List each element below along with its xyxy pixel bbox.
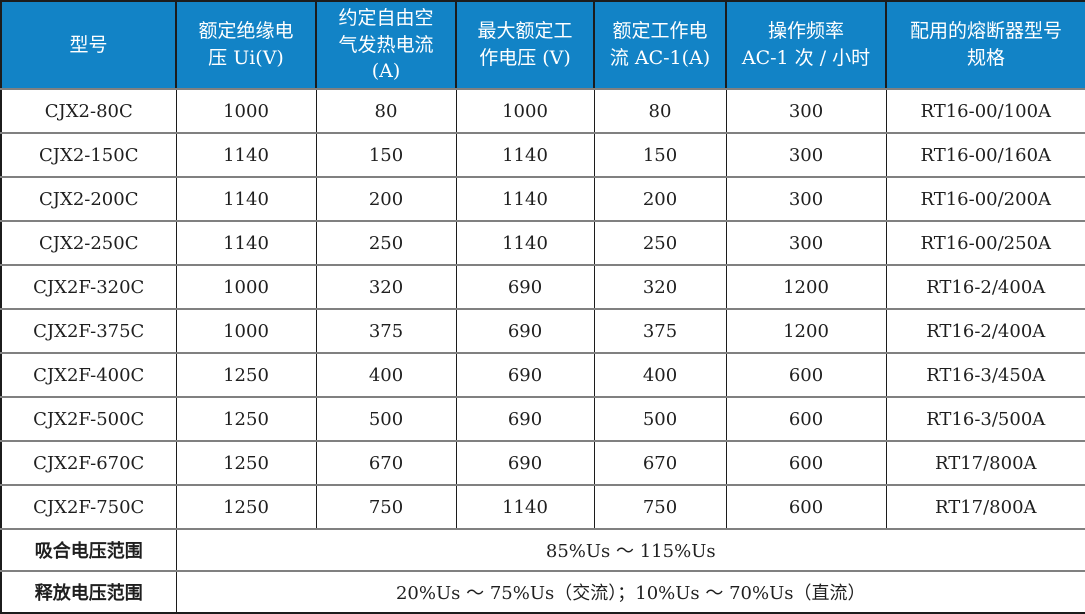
column-header-7: 配用的熔断器型号 规格: [885, 1, 1085, 90]
value-cell: 300: [725, 220, 886, 265]
table-footer: 吸合电压范围 85%Us ～ 115%Us 释放电压范围 20%Us ～ 75%Us（…: [1, 528, 1085, 613]
table-header: 型号 额定绝缘电 压 Ui(V) 约定自由空 气发热电流 (A) 最大额定工 作电压 …: [1, 1, 1085, 90]
footer-label: 吸合电压范围: [1, 528, 176, 571]
value-cell: RT16-00/200A: [885, 176, 1085, 221]
value-cell: 150: [593, 132, 726, 177]
model-cell: CJX2F-400C: [1, 352, 176, 397]
value-cell: 1250: [175, 396, 316, 441]
table-body: CJX2-80C 1000 80 1000 80 300 RT16-00/100A CJX2-…: [1, 88, 1085, 529]
table-row: CJX2-80C 1000 80 1000 80 300 RT16-00/100A: [1, 88, 1085, 133]
value-cell: 1140: [455, 132, 594, 177]
value-cell: 670: [593, 440, 726, 485]
table-row: CJX2F-375C 1000 375 690 375 1200 RT16-2/400A: [1, 308, 1085, 353]
footer-label: 释放电压范围: [1, 570, 176, 613]
value-cell: 1140: [455, 220, 594, 265]
value-cell: 1140: [455, 484, 594, 529]
table-row: CJX2F-320C 1000 320 690 320 1200 RT16-2/400A: [1, 264, 1085, 309]
footer-row: 吸合电压范围 85%Us ～ 115%Us: [1, 528, 1085, 571]
value-cell: 150: [315, 132, 456, 177]
table-row: CJX2F-670C 1250 670 690 670 600 RT17/800A: [1, 440, 1085, 485]
model-cell: CJX2-150C: [1, 132, 176, 177]
value-cell: 1000: [175, 88, 316, 133]
column-header-2: 额定绝缘电 压 Ui(V): [175, 1, 316, 90]
model-cell: CJX2F-750C: [1, 484, 176, 529]
value-cell: 1200: [725, 264, 886, 309]
column-header-3: 约定自由空 气发热电流 (A): [315, 1, 456, 90]
footer-value: 20%Us ～ 75%Us（交流）；10%Us ～ 70%Us（直流）: [175, 570, 1085, 613]
value-cell: 690: [455, 440, 594, 485]
value-cell: 80: [593, 88, 726, 133]
value-cell: 320: [315, 264, 456, 309]
value-cell: 250: [593, 220, 726, 265]
value-cell: RT16-00/160A: [885, 132, 1085, 177]
footer-value: 85%Us ～ 115%Us: [175, 528, 1085, 571]
table-row: CJX2F-400C 1250 400 690 400 600 RT16-3/450A: [1, 352, 1085, 397]
table-row: CJX2-200C 1140 200 1140 200 300 RT16-00/200A: [1, 176, 1085, 221]
value-cell: 1140: [455, 176, 594, 221]
value-cell: 690: [455, 308, 594, 353]
table-row: CJX2F-500C 1250 500 690 500 600 RT16-3/500A: [1, 396, 1085, 441]
model-cell: CJX2-80C: [1, 88, 176, 133]
value-cell: 750: [593, 484, 726, 529]
value-cell: 1250: [175, 484, 316, 529]
value-cell: 1140: [175, 220, 316, 265]
value-cell: RT16-3/500A: [885, 396, 1085, 441]
value-cell: 690: [455, 396, 594, 441]
value-cell: 600: [725, 352, 886, 397]
value-cell: RT16-2/400A: [885, 264, 1085, 309]
value-cell: 690: [455, 264, 594, 309]
value-cell: 200: [315, 176, 456, 221]
value-cell: 250: [315, 220, 456, 265]
model-cell: CJX2-200C: [1, 176, 176, 221]
value-cell: RT17/800A: [885, 440, 1085, 485]
column-header-6: 操作频率 AC-1 次 / 小时: [725, 1, 886, 90]
value-cell: 670: [315, 440, 456, 485]
model-cell: CJX2F-670C: [1, 440, 176, 485]
table-row: CJX2F-750C 1250 750 1140 750 600 RT17/800A: [1, 484, 1085, 529]
value-cell: 690: [455, 352, 594, 397]
model-cell: CJX2F-500C: [1, 396, 176, 441]
model-cell: CJX2F-320C: [1, 264, 176, 309]
value-cell: 500: [315, 396, 456, 441]
table-row: CJX2-150C 1140 150 1140 150 300 RT16-00/160A: [1, 132, 1085, 177]
column-header-1: 型号: [1, 1, 176, 90]
value-cell: 1000: [175, 308, 316, 353]
value-cell: RT16-2/400A: [885, 308, 1085, 353]
value-cell: 1200: [725, 308, 886, 353]
value-cell: 300: [725, 132, 886, 177]
value-cell: 750: [315, 484, 456, 529]
value-cell: 1140: [175, 176, 316, 221]
value-cell: 400: [593, 352, 726, 397]
value-cell: 600: [725, 440, 886, 485]
header-row: 型号 额定绝缘电 压 Ui(V) 约定自由空 气发热电流 (A) 最大额定工 作电压 …: [1, 1, 1085, 90]
value-cell: 1000: [455, 88, 594, 133]
value-cell: RT16-00/100A: [885, 88, 1085, 133]
column-header-4: 最大额定工 作电压 (V): [455, 1, 594, 90]
value-cell: 400: [315, 352, 456, 397]
column-header-5: 额定工作电 流 AC-1(A): [593, 1, 726, 90]
value-cell: 500: [593, 396, 726, 441]
value-cell: 375: [593, 308, 726, 353]
value-cell: 320: [593, 264, 726, 309]
model-cell: CJX2F-375C: [1, 308, 176, 353]
value-cell: 300: [725, 176, 886, 221]
value-cell: RT17/800A: [885, 484, 1085, 529]
value-cell: 600: [725, 484, 886, 529]
footer-row: 释放电压范围 20%Us ～ 75%Us（交流）；10%Us ～ 70%Us（直流…: [1, 570, 1085, 613]
value-cell: RT16-00/250A: [885, 220, 1085, 265]
value-cell: 80: [315, 88, 456, 133]
model-cell: CJX2-250C: [1, 220, 176, 265]
value-cell: 1000: [175, 264, 316, 309]
table-row: CJX2-250C 1140 250 1140 250 300 RT16-00/250A: [1, 220, 1085, 265]
value-cell: 600: [725, 396, 886, 441]
value-cell: 375: [315, 308, 456, 353]
value-cell: 1250: [175, 352, 316, 397]
value-cell: RT16-3/450A: [885, 352, 1085, 397]
value-cell: 1250: [175, 440, 316, 485]
value-cell: 1140: [175, 132, 316, 177]
value-cell: 300: [725, 88, 886, 133]
value-cell: 200: [593, 176, 726, 221]
